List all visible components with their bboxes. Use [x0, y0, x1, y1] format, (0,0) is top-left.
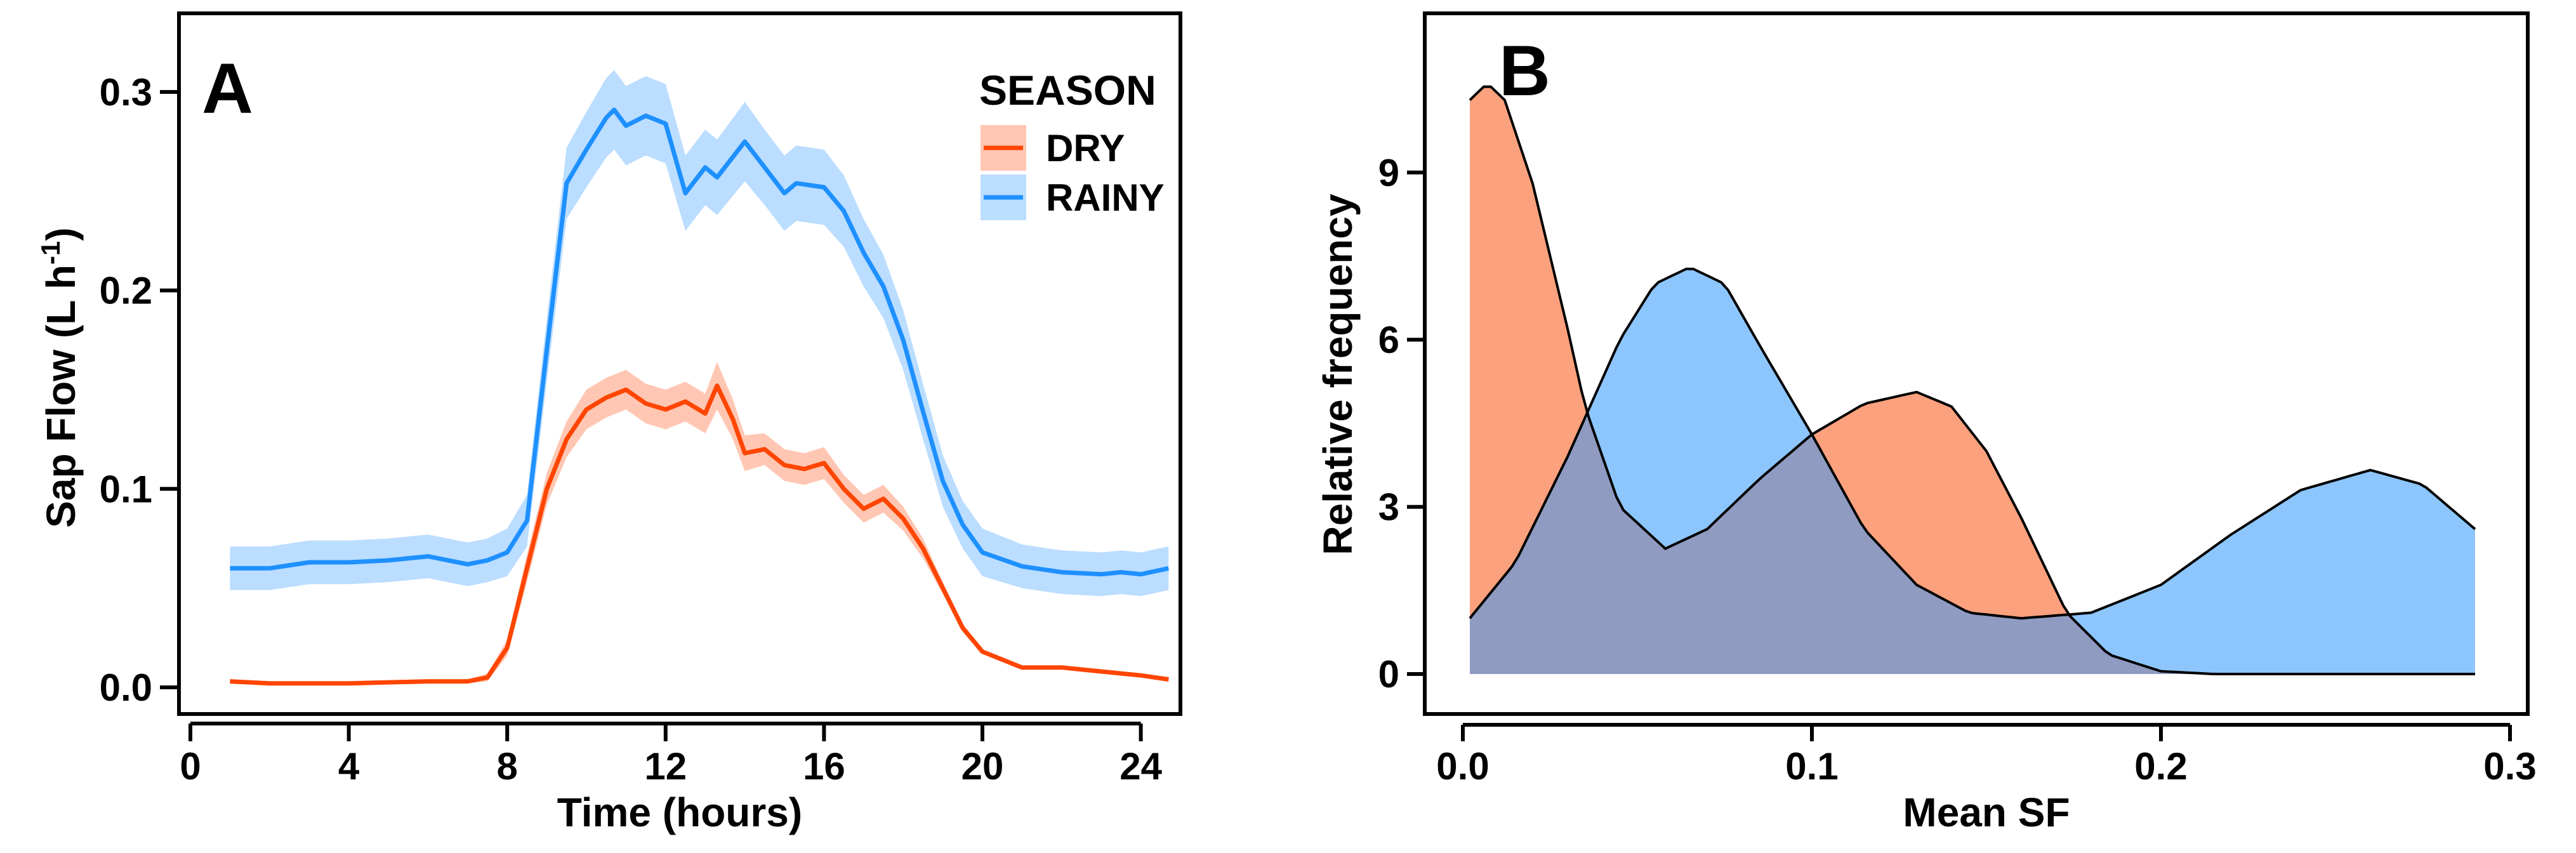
line-dry [230, 383, 1169, 686]
x-axis-title-a: Time (hours) [557, 790, 802, 835]
x-tick-label-a: 16 [803, 745, 845, 788]
x-axis-title-b: Mean SF [1903, 790, 2070, 835]
chart-b-frame [1423, 11, 2530, 716]
chart-a-frame [177, 11, 1182, 716]
density-line-dry [1469, 85, 2475, 675]
legend-item-dry: DRY [981, 125, 1125, 171]
x-tick-label-a: 4 [338, 745, 360, 788]
band-rainy [230, 70, 1169, 597]
y-tick-label-b: 6 [1378, 319, 1399, 361]
y-tick-label-a: 0.1 [100, 468, 152, 510]
legend-label-dry: DRY [1046, 127, 1125, 169]
y-axis-title-a: Sap Flow (L h-1) [36, 227, 84, 527]
x-tick-label-a: 24 [1120, 745, 1162, 788]
chart-b: B 0.0 0.1 0.2 0.3 0 3 6 9 Mean SF Relative freq… [1315, 11, 2537, 835]
legend-label-rainy: RAINY [1046, 176, 1165, 219]
x-tick-label-a: 8 [497, 745, 518, 788]
x-tick-label-b: 0.3 [2483, 745, 2536, 788]
chart-a: A 0 4 8 12 16 20 24 0.0 0.1 0.2 0.3 Time (hours) S… [36, 11, 1182, 835]
y-tick-label-b: 9 [1378, 152, 1399, 194]
y-tick-label-a: 0.2 [100, 270, 152, 312]
legend: SEASON DRY RAINY [979, 67, 1165, 220]
x-tick-label-b: 0.1 [1785, 745, 1838, 788]
y-tick-label-b: 3 [1378, 486, 1399, 529]
y-tick-label-a: 0.0 [100, 666, 152, 709]
x-tick-label-a: 0 [180, 745, 201, 788]
x-tick-label-b: 0.2 [2134, 745, 2187, 788]
y-tick-label-a: 0.3 [100, 71, 152, 114]
panel-label-b: B [1499, 31, 1550, 110]
legend-title: SEASON [979, 67, 1156, 114]
x-tick-label-a: 20 [961, 745, 1004, 788]
density-overlap [1470, 416, 2475, 674]
density-line-rainy [1469, 267, 2476, 620]
y-axis-title-b: Relative frequency [1315, 194, 1361, 555]
line-rainy [230, 107, 1170, 577]
legend-item-rainy: RAINY [981, 175, 1165, 220]
band-dry [230, 362, 1169, 685]
panel-label-a: A [202, 49, 253, 128]
y-tick-label-b: 0 [1378, 653, 1399, 696]
x-tick-label-b: 0.0 [1436, 745, 1489, 788]
x-tick-label-a: 12 [644, 745, 687, 788]
